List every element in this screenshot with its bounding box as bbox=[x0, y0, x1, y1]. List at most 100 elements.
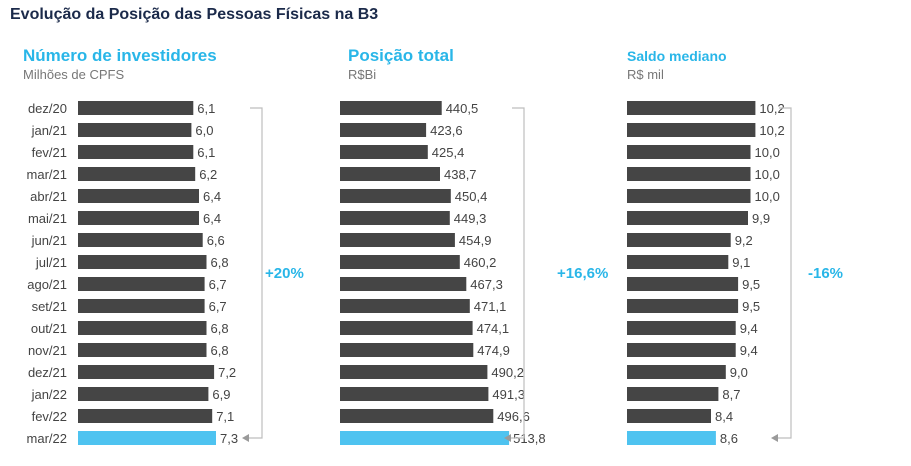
value-label: 454,9 bbox=[459, 233, 492, 248]
panel-subtitle: R$Bi bbox=[348, 67, 376, 82]
bar bbox=[627, 321, 736, 335]
value-label: 6,1 bbox=[197, 101, 215, 116]
bar bbox=[340, 365, 488, 379]
bar bbox=[627, 233, 731, 247]
bar bbox=[627, 211, 748, 225]
bar bbox=[340, 211, 450, 225]
bar bbox=[78, 409, 213, 423]
bar bbox=[78, 145, 194, 159]
bar bbox=[627, 343, 736, 357]
bar bbox=[340, 343, 474, 357]
value-label: 9,9 bbox=[752, 211, 770, 226]
category-label: ago/21 bbox=[27, 277, 67, 292]
bar bbox=[78, 123, 192, 137]
bar bbox=[340, 255, 460, 269]
value-label: 9,4 bbox=[740, 321, 758, 336]
value-label: 450,4 bbox=[455, 189, 488, 204]
value-label: 491,3 bbox=[492, 387, 525, 402]
value-label: 440,5 bbox=[446, 101, 479, 116]
value-label: 6,4 bbox=[203, 189, 221, 204]
page-title: Evolução da Posição das Pessoas Físicas … bbox=[10, 6, 379, 23]
category-label: jan/21 bbox=[31, 123, 67, 138]
bar bbox=[78, 299, 205, 313]
value-label: 10,2 bbox=[759, 123, 784, 138]
category-label: out/21 bbox=[31, 321, 67, 336]
category-label: dez/21 bbox=[28, 365, 67, 380]
bar bbox=[627, 189, 751, 203]
value-label: 10,0 bbox=[755, 145, 780, 160]
bar bbox=[340, 123, 427, 137]
category-label: mar/21 bbox=[27, 167, 67, 182]
category-label: set/21 bbox=[32, 299, 67, 314]
bar bbox=[627, 101, 756, 115]
bar bbox=[627, 167, 751, 181]
bar bbox=[78, 343, 207, 357]
value-label: 6,8 bbox=[211, 343, 229, 358]
value-label: 10,0 bbox=[755, 189, 780, 204]
category-label: abr/21 bbox=[30, 189, 67, 204]
change-bracket bbox=[777, 107, 792, 439]
category-label: fev/21 bbox=[32, 145, 67, 160]
value-label: 6,8 bbox=[211, 255, 229, 270]
value-label: 467,3 bbox=[470, 277, 503, 292]
bar bbox=[340, 409, 494, 423]
change-bracket bbox=[510, 107, 525, 439]
value-label: 9,2 bbox=[735, 233, 753, 248]
bar bbox=[78, 233, 203, 247]
value-label: 6,7 bbox=[209, 277, 227, 292]
panel-title: Posição total bbox=[348, 46, 454, 65]
bar bbox=[340, 321, 473, 335]
bar bbox=[340, 189, 451, 203]
category-label: mar/22 bbox=[27, 431, 67, 446]
change-bracket bbox=[248, 107, 263, 439]
bar bbox=[340, 233, 455, 247]
value-label: 6,1 bbox=[197, 145, 215, 160]
bar bbox=[78, 101, 194, 115]
panel-title: Número de investidores bbox=[23, 46, 217, 65]
value-label: 9,5 bbox=[742, 277, 760, 292]
bracket-arrow-icon bbox=[771, 434, 778, 442]
bar bbox=[627, 277, 739, 291]
value-label: 474,1 bbox=[477, 321, 510, 336]
value-label: 423,6 bbox=[430, 123, 463, 138]
panel-1: Número de investidores Milhões de CPFS 6,1… bbox=[23, 46, 304, 446]
value-label: 6,0 bbox=[195, 123, 213, 138]
value-label: 6,2 bbox=[199, 167, 217, 182]
category-label: fev/22 bbox=[32, 409, 67, 424]
bar bbox=[78, 387, 209, 401]
value-label: 6,6 bbox=[207, 233, 225, 248]
value-label: 8,6 bbox=[720, 431, 738, 446]
bar bbox=[78, 365, 215, 379]
value-label: 6,4 bbox=[203, 211, 221, 226]
value-label: 513,8 bbox=[513, 431, 546, 446]
bar bbox=[627, 299, 739, 313]
panel-title: Saldo mediano bbox=[627, 48, 727, 64]
bar bbox=[627, 255, 729, 269]
panel-subtitle: R$ mil bbox=[627, 67, 664, 82]
value-label: 7,3 bbox=[220, 431, 238, 446]
category-label: mai/21 bbox=[28, 211, 67, 226]
value-label: 10,2 bbox=[759, 101, 784, 116]
value-label: 9,5 bbox=[742, 299, 760, 314]
bar bbox=[340, 387, 489, 401]
bracket-arrow-icon bbox=[242, 434, 249, 442]
value-label: 496,6 bbox=[497, 409, 530, 424]
value-label: 471,1 bbox=[474, 299, 507, 314]
bar bbox=[78, 189, 199, 203]
panel-2: Posição total R$Bi 440,5 423,6 425,4 438,7 450… bbox=[340, 46, 608, 446]
bar bbox=[340, 431, 510, 445]
category-label: nov/21 bbox=[28, 343, 67, 358]
bar bbox=[78, 167, 196, 181]
value-label: 474,9 bbox=[477, 343, 510, 358]
category-label: dez/20 bbox=[28, 101, 67, 116]
change-label: -16% bbox=[808, 265, 843, 282]
value-label: 460,2 bbox=[464, 255, 497, 270]
value-label: 7,1 bbox=[216, 409, 234, 424]
category-label: jul/21 bbox=[35, 255, 67, 270]
bar bbox=[340, 101, 442, 115]
bracket-arrow-icon bbox=[504, 434, 511, 442]
bar bbox=[78, 277, 205, 291]
panel-3: Saldo mediano R$ mil 10,2 10,2 10,0 10,0 10,0 9… bbox=[627, 48, 843, 446]
value-label: 425,4 bbox=[432, 145, 465, 160]
bar bbox=[627, 145, 751, 159]
